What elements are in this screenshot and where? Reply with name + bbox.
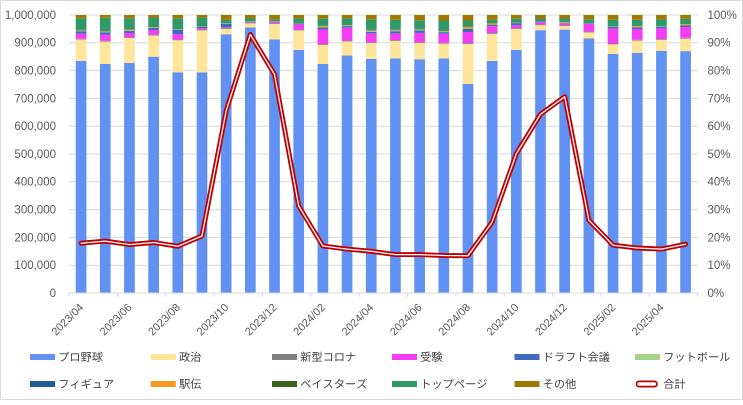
svg-text:30%: 30%	[708, 205, 731, 217]
svg-text:10%: 10%	[708, 260, 731, 272]
svg-text:200,000: 200,000	[14, 232, 56, 244]
svg-text:500,000: 500,000	[14, 149, 56, 161]
svg-text:100%: 100%	[708, 10, 737, 22]
svg-text:0: 0	[50, 288, 56, 300]
svg-text:800,000: 800,000	[14, 66, 56, 78]
svg-text:400,000: 400,000	[14, 177, 56, 189]
svg-text:1,000,000: 1,000,000	[5, 10, 56, 22]
svg-text:100,000: 100,000	[14, 260, 56, 272]
svg-text:700,000: 700,000	[14, 93, 56, 105]
svg-text:80%: 80%	[708, 66, 731, 78]
svg-text:70%: 70%	[708, 93, 731, 105]
svg-text:0%: 0%	[708, 288, 725, 300]
svg-text:300,000: 300,000	[14, 205, 56, 217]
svg-text:20%: 20%	[708, 232, 731, 244]
svg-text:60%: 60%	[708, 121, 731, 133]
svg-text:900,000: 900,000	[14, 38, 56, 50]
svg-text:600,000: 600,000	[14, 121, 56, 133]
svg-text:90%: 90%	[708, 38, 731, 50]
svg-text:50%: 50%	[708, 149, 731, 161]
svg-text:40%: 40%	[708, 177, 731, 189]
